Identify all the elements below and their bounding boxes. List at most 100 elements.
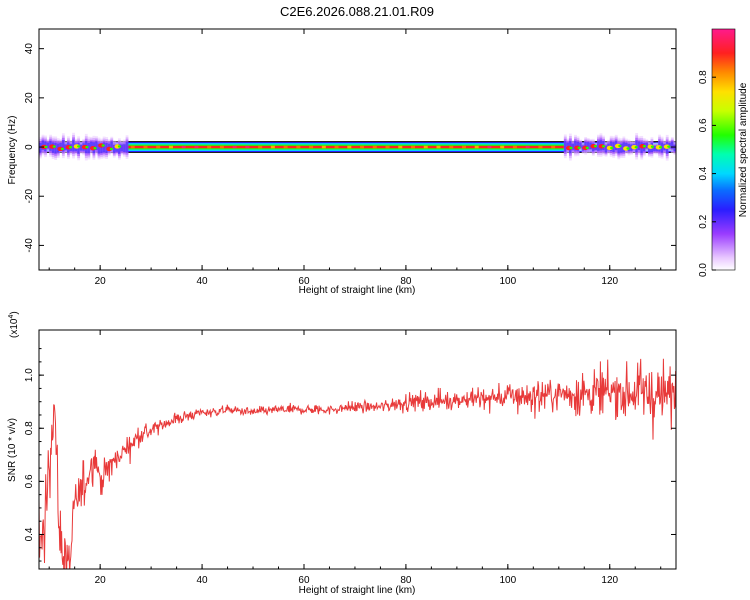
band-spot xyxy=(143,145,148,149)
spectrum-peak-core xyxy=(117,145,122,148)
band-spot xyxy=(449,145,454,149)
spectrum-blob xyxy=(566,142,570,150)
colorbar-gradient xyxy=(711,28,736,271)
spectrum-blob xyxy=(647,145,651,153)
snr-multiplier-close: ) xyxy=(9,311,20,314)
spectrogram-x-tick-label-2: 60 xyxy=(298,276,310,287)
spectrum-blob xyxy=(563,140,567,152)
spectrum-blob xyxy=(61,139,65,152)
band-spot xyxy=(347,145,352,149)
snr-y-label: SNR (10 * v/v) xyxy=(7,418,18,482)
spectrogram-ticks: 20 40 60 80 100 120 -40 -20 0 20 40 xyxy=(24,29,676,287)
spectrogram-x-tick-label-5: 120 xyxy=(601,276,618,287)
spectrum-blob xyxy=(625,142,628,150)
band-spot xyxy=(296,145,301,149)
spectrum-blob xyxy=(125,141,129,153)
spectrum-peak-core xyxy=(101,144,105,147)
spectrum-peak-core xyxy=(618,144,622,148)
spectrum-blob xyxy=(39,142,42,153)
band-spot xyxy=(436,145,441,149)
snr-x-tick-label-5: 120 xyxy=(601,575,618,586)
snr-x-tick-label-1: 40 xyxy=(197,575,209,586)
svg-text:(x104): (x104) xyxy=(8,311,20,338)
spectrum-blob xyxy=(670,141,674,149)
spectrum-blob xyxy=(617,143,621,154)
spectrogram-heatmap xyxy=(39,132,676,161)
band-spot xyxy=(270,145,275,149)
spectrum-peak-core xyxy=(634,145,638,149)
band-spot xyxy=(194,145,199,149)
spectrum-blob xyxy=(72,139,75,152)
spectrum-blob xyxy=(619,143,623,153)
band-spot xyxy=(334,145,339,149)
colorbar-ticks: 0.0 0.2 0.4 0.6 0.8 xyxy=(698,70,716,277)
spectrogram-y-tick-label-3: 20 xyxy=(24,92,35,104)
band-spot xyxy=(551,145,556,149)
spectrogram-y-tick-label-4: 40 xyxy=(24,43,35,55)
colorbar-tick-label-3: 0.6 xyxy=(698,118,709,132)
spectrum-blob xyxy=(637,141,641,151)
spectrogram-x-tick-label-1: 40 xyxy=(197,276,209,287)
spectrum-blob xyxy=(612,142,616,153)
spectrum-blob xyxy=(112,144,116,153)
spectrum-peak-core xyxy=(650,145,655,148)
colorbar-tick-label-4: 0.8 xyxy=(698,70,709,84)
spectrum-peak-core xyxy=(667,145,671,148)
spectrum-blob xyxy=(668,142,672,149)
snr-plot-area xyxy=(39,330,676,569)
band-spot xyxy=(385,145,390,149)
snr-x-label: Height of straight line (km) xyxy=(299,585,416,596)
band-spot xyxy=(232,145,237,149)
spectrum-blob xyxy=(673,144,676,152)
snr-x-tick-label-3: 80 xyxy=(400,575,412,586)
band-spot xyxy=(156,145,161,149)
band-spot xyxy=(500,145,505,149)
spectrum-blob xyxy=(123,144,126,153)
band-spot xyxy=(168,145,173,149)
spectrum-peak-core xyxy=(626,147,630,150)
band-spot xyxy=(245,145,250,149)
spectrum-blob xyxy=(46,142,50,149)
colorbar-tick-label-0: 0.0 xyxy=(698,263,709,277)
band-spot xyxy=(360,145,365,149)
band-spot xyxy=(461,145,466,149)
spectrum-blob xyxy=(59,142,63,149)
spectrum-blob xyxy=(110,141,114,150)
band-spot xyxy=(398,145,403,149)
band-spot xyxy=(219,145,224,149)
spectrum-peak-core xyxy=(77,145,81,148)
colorbar-label: Normalized spectral amplitude xyxy=(738,82,749,217)
spectrum-blob xyxy=(97,143,101,154)
spectrum-blob xyxy=(586,142,590,150)
snr-x-tick-label-0: 20 xyxy=(95,575,107,586)
spectrum-peak-core xyxy=(593,144,598,148)
spectrogram-panel: 20 40 60 80 100 120 -40 -20 0 20 40 Height of stra… xyxy=(7,28,677,296)
spectrum-blob xyxy=(54,142,58,154)
spectrum-blob xyxy=(597,140,600,151)
snr-multiplier-exponent: 4 xyxy=(8,315,15,319)
spectrum-blob xyxy=(102,142,106,153)
spectrum-blob xyxy=(100,144,103,154)
band-spot xyxy=(512,145,517,149)
band-spot xyxy=(423,145,428,149)
spectrum-peak-core xyxy=(577,146,581,150)
spectrum-peak-core xyxy=(93,147,97,150)
spectrogram-x-tick-label-0: 20 xyxy=(95,276,107,287)
spectrogram-y-tick-label-2: 0 xyxy=(24,144,35,150)
spectrum-peak-core xyxy=(60,147,65,151)
spectrum-peak-core xyxy=(585,146,589,150)
figure-title: C2E6.2026.088.21.01.R09 xyxy=(280,4,434,19)
band-spot xyxy=(538,145,543,149)
snr-y-tick-label-3: 1.0 xyxy=(24,368,35,382)
snr-x-tick-label-2: 60 xyxy=(298,575,310,586)
spectrum-peak-core xyxy=(68,146,73,149)
band-spot xyxy=(283,145,288,149)
spectrogram-y-tick-label-0: -40 xyxy=(24,238,35,253)
band-spot xyxy=(487,145,492,149)
spectrum-peak-core xyxy=(85,145,89,149)
snr-ticks: 20 40 60 80 100 120 0.4 0.6 0.8 1.0 xyxy=(24,330,676,586)
spectrum-blob xyxy=(653,145,656,152)
colorbar: 0.0 0.2 0.4 0.6 0.8 Normalized spectral ampl… xyxy=(698,28,749,277)
spectrum-peak-core xyxy=(569,146,573,150)
